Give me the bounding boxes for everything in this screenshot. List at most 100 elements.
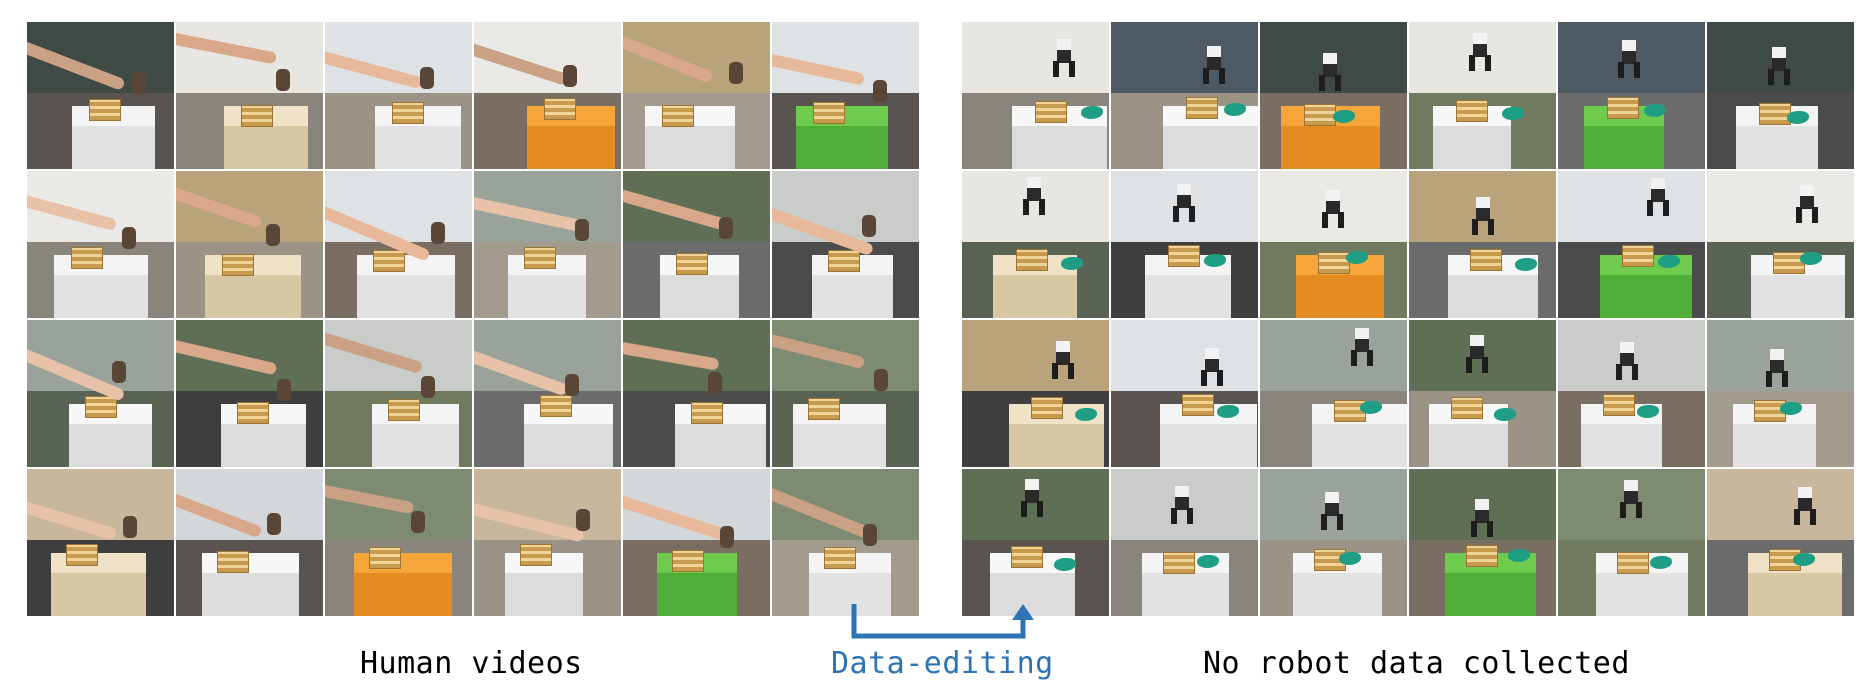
wooden-crate: [672, 550, 704, 572]
green-cloth: [1197, 555, 1219, 568]
held-object: [874, 369, 888, 391]
caption-data-editing: Data-editing: [831, 646, 1054, 681]
robot-video-frame: [1260, 171, 1407, 318]
robot-gripper: [1319, 492, 1345, 532]
wooden-crate: [1759, 103, 1791, 125]
green-cloth: [1502, 107, 1524, 120]
robot-gripper: [1792, 487, 1818, 527]
wooden-crate: [89, 99, 121, 121]
held-object: [729, 62, 743, 84]
robot-video-frame: [1707, 469, 1854, 616]
wooden-crate: [540, 395, 572, 417]
human-video-frame: [772, 22, 919, 169]
human-video-frame: [325, 22, 472, 169]
wooden-crate: [1456, 100, 1488, 122]
wooden-crate: [1466, 545, 1498, 567]
wooden-crate: [241, 105, 273, 127]
wooden-crate: [66, 544, 98, 566]
human-video-frame: [772, 320, 919, 467]
held-object: [708, 372, 722, 394]
held-object: [563, 65, 577, 87]
robot-video-frame: [1111, 469, 1258, 616]
green-cloth: [1061, 257, 1083, 270]
robot-gripper: [1467, 33, 1493, 73]
robot-video-frame: [1111, 171, 1258, 318]
green-cloth: [1637, 405, 1659, 418]
robot-video-frame: [1558, 469, 1705, 616]
wooden-crate: [1186, 97, 1218, 119]
robot-video-frame: [1111, 22, 1258, 169]
robot-gripper: [1317, 53, 1343, 93]
green-cloth: [1658, 255, 1680, 268]
arrow-icon: [851, 604, 1034, 639]
robot-gripper: [1766, 47, 1792, 87]
human-video-frame: [176, 469, 323, 616]
robot-gripper: [1171, 184, 1197, 224]
wooden-crate: [237, 402, 269, 424]
held-object: [112, 361, 126, 383]
wooden-crate: [1168, 245, 1200, 267]
robot-video-frame: [1260, 320, 1407, 467]
held-object: [132, 72, 146, 94]
robot-gripper: [1618, 480, 1644, 520]
caption-no-robot-data: No robot data collected: [1203, 646, 1630, 681]
held-object: [276, 69, 290, 91]
wooden-crate: [824, 547, 856, 569]
wooden-crate: [1163, 552, 1195, 574]
robot-gripper: [1199, 348, 1225, 388]
human-video-grid: [27, 22, 919, 616]
green-cloth: [1787, 111, 1809, 124]
green-cloth: [1800, 252, 1822, 265]
robot-gripper: [1320, 190, 1346, 230]
robot-video-frame: [1260, 469, 1407, 616]
held-object: [420, 67, 434, 89]
green-cloth: [1515, 258, 1537, 271]
human-video-frame: [27, 171, 174, 318]
wooden-crate: [369, 547, 401, 569]
human-video-frame: [623, 171, 770, 318]
wooden-crate: [1011, 546, 1043, 568]
green-cloth: [1360, 401, 1382, 414]
robot-gripper: [1201, 46, 1227, 86]
robot-gripper: [1645, 178, 1671, 218]
held-object: [719, 217, 733, 239]
wooden-crate: [1607, 97, 1639, 119]
held-object: [411, 511, 425, 533]
human-video-frame: [325, 320, 472, 467]
wooden-crate: [808, 398, 840, 420]
wooden-crate: [524, 247, 556, 269]
robot-video-frame: [1707, 171, 1854, 318]
green-cloth: [1075, 408, 1097, 421]
human-video-frame: [474, 320, 621, 467]
robot-video-grid: [962, 22, 1854, 616]
held-object: [123, 516, 137, 538]
wooden-crate: [392, 102, 424, 124]
robot-video-frame: [1707, 22, 1854, 169]
wooden-crate: [71, 247, 103, 269]
robot-video-frame: [1111, 320, 1258, 467]
held-object: [431, 222, 445, 244]
robot-video-frame: [962, 171, 1109, 318]
green-cloth: [1508, 549, 1530, 562]
wooden-crate: [1617, 552, 1649, 574]
green-cloth: [1217, 405, 1239, 418]
robot-video-frame: [1409, 469, 1556, 616]
human-video-frame: [474, 22, 621, 169]
wooden-crate: [1035, 101, 1067, 123]
held-object: [266, 224, 280, 246]
held-object: [267, 513, 281, 535]
green-cloth: [1346, 251, 1368, 264]
wooden-crate: [691, 402, 723, 424]
wooden-crate: [1031, 397, 1063, 419]
wooden-crate: [85, 396, 117, 418]
robot-gripper: [1050, 341, 1076, 381]
human-video-frame: [623, 469, 770, 616]
human-video-frame: [176, 22, 323, 169]
human-video-frame: [623, 22, 770, 169]
held-object: [862, 215, 876, 237]
robot-video-frame: [1409, 320, 1556, 467]
wooden-crate: [388, 399, 420, 421]
wooden-crate: [520, 544, 552, 566]
robot-gripper: [1616, 40, 1642, 80]
green-cloth: [1793, 553, 1815, 566]
